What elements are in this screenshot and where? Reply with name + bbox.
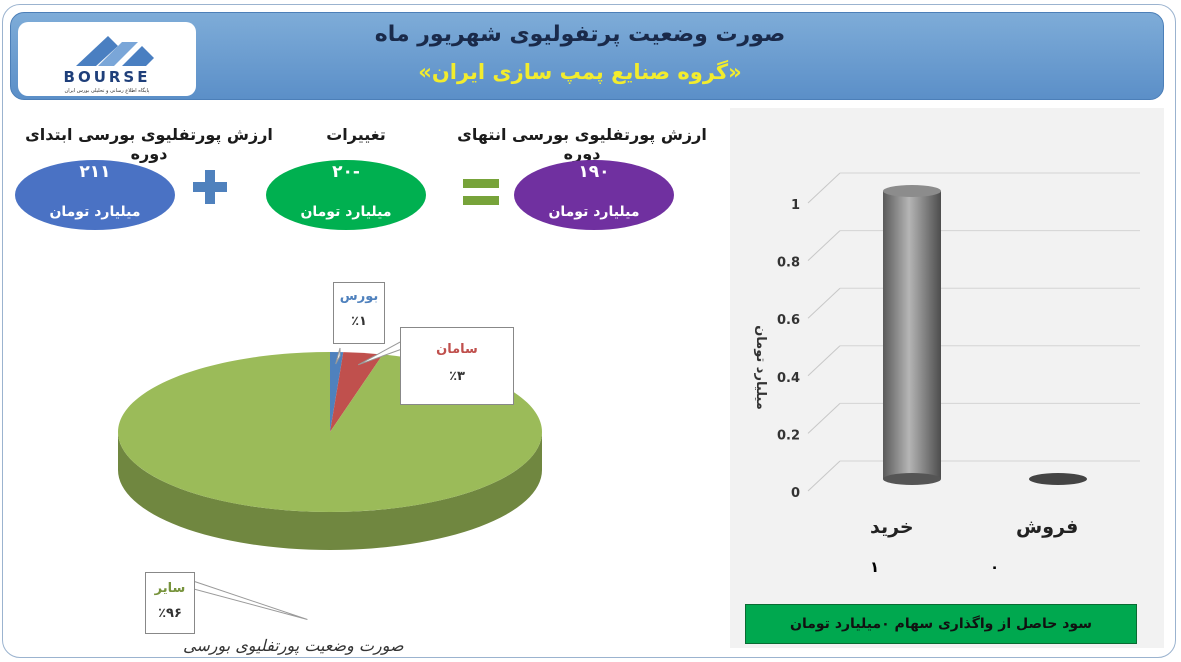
- bourse-logo-graphic: BOURSE پایگاه اطلاع رسانی و تحلیلی بورس …: [64, 36, 154, 94]
- bar-chart-panel: [730, 108, 1164, 648]
- bar-gridline-2: [807, 345, 841, 377]
- pie-label-2-value: ٪۳: [449, 369, 465, 384]
- bar-tick-5: 1: [791, 198, 800, 213]
- bar-gridline-1: [807, 403, 841, 434]
- pie-label-2-name: سامان: [436, 342, 478, 357]
- bar-value-buy: ۱: [870, 558, 880, 576]
- end-value: ۱۹۰: [578, 162, 610, 182]
- change-unit: میلیارد تومان: [300, 204, 392, 220]
- pie-label-1-name: بورس: [339, 289, 379, 304]
- logo-wordmark: BOURSE: [64, 68, 151, 86]
- plus-icon: [191, 168, 229, 206]
- pie-label-1-value: ٪۱: [351, 314, 367, 329]
- pie-depth: [118, 432, 542, 550]
- bar-category-sell: فروش: [1016, 516, 1079, 538]
- change-label: تغییرات: [326, 125, 386, 144]
- logo-tagline: پایگاه اطلاع رسانی و تحلیلی بورس ایران: [65, 87, 150, 94]
- bar-gridlines: [807, 172, 1140, 492]
- pie-slice-1: [330, 352, 344, 432]
- page-subtitle: «گروه صنایع پمپ سازی ایران»: [418, 60, 742, 84]
- footer-caption: صورت وضعیت پورتفلیوی بورسی: [183, 636, 404, 655]
- header-banner: [10, 12, 1164, 100]
- start-value: ۲۱۱: [79, 162, 111, 182]
- disposal-profit-note: سود حاصل از واگذاری سهام ۰میلیارد تومان: [745, 604, 1137, 644]
- change-ellipse: -۲۰ میلیارد تومان: [266, 160, 426, 230]
- start-value-unit: میلیارد تومان: [49, 204, 141, 220]
- bar-tick-0: 0: [791, 486, 800, 501]
- bar-1: [883, 185, 941, 485]
- pie-label-3-value: ٪۹۶: [158, 606, 182, 621]
- equals-icon: [461, 175, 501, 209]
- bar-tick-2: 0.4: [777, 371, 800, 386]
- bar-tick-labels: 0 0.2 0.4 0.6 0.8 1: [777, 198, 800, 501]
- pie-side-wall: [118, 432, 542, 550]
- bar-gridline-0: [807, 460, 841, 492]
- end-value-unit: میلیارد تومان: [548, 204, 640, 220]
- bar-marks: [883, 185, 1087, 485]
- pie-label-2: سامان ٪۳: [400, 327, 514, 405]
- change-value: -۲۰: [332, 162, 360, 182]
- pie-label-1: بورس ٪۱: [333, 282, 385, 344]
- bar-gridline-3: [807, 287, 841, 319]
- pie-label-3: سایر ٪۹۶: [145, 572, 195, 634]
- bar-category-buy: خرید: [870, 516, 914, 538]
- bar-tick-4: 0.8: [777, 256, 800, 271]
- bourse-logo: BOURSE پایگاه اطلاع رسانی و تحلیلی بورس …: [18, 22, 196, 96]
- end-value-ellipse: ۱۹۰ میلیارد تومان: [514, 160, 674, 230]
- bar-tick-3: 0.6: [777, 313, 800, 328]
- end-value-label: ارزش پورتفلیوی بورسی انتهای دوره: [457, 125, 707, 163]
- page-title: صورت وضعیت پرتفولیوی شهریور ماه: [374, 22, 786, 47]
- bar-tick-1: 0.2: [777, 428, 800, 443]
- bar-gridline-4: [807, 230, 841, 261]
- pie-label-3-name: سایر: [154, 581, 186, 596]
- bar-ylabel: میلیارد تومان: [752, 325, 768, 410]
- bar-2: [1029, 473, 1087, 485]
- start-value-ellipse: ۲۱۱ میلیارد تومان: [15, 160, 175, 230]
- bar-gridline-5: [807, 172, 841, 204]
- bar-value-sell: ۰: [990, 558, 1000, 576]
- pie-leader-1: [335, 347, 341, 365]
- start-value-label: ارزش پورتفلیوی بورسی ابتدای دوره: [25, 125, 273, 163]
- pie-slice-2: [330, 352, 383, 432]
